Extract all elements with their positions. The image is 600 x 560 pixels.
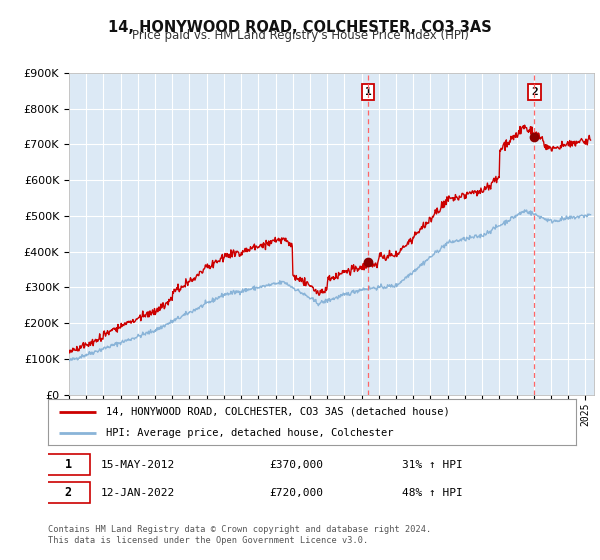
Text: 31% ↑ HPI: 31% ↑ HPI <box>402 460 463 469</box>
Text: 14, HONYWOOD ROAD, COLCHESTER, CO3 3AS: 14, HONYWOOD ROAD, COLCHESTER, CO3 3AS <box>108 20 492 35</box>
Text: £720,000: £720,000 <box>270 488 324 497</box>
FancyBboxPatch shape <box>46 454 90 475</box>
Text: £370,000: £370,000 <box>270 460 324 469</box>
Text: 1: 1 <box>65 458 71 471</box>
Text: Price paid vs. HM Land Registry's House Price Index (HPI): Price paid vs. HM Land Registry's House … <box>131 29 469 42</box>
Text: 14, HONYWOOD ROAD, COLCHESTER, CO3 3AS (detached house): 14, HONYWOOD ROAD, COLCHESTER, CO3 3AS (… <box>106 407 450 417</box>
Text: 2: 2 <box>65 486 71 499</box>
Text: 15-MAY-2012: 15-MAY-2012 <box>101 460 175 469</box>
Text: 1: 1 <box>365 87 371 97</box>
Text: 48% ↑ HPI: 48% ↑ HPI <box>402 488 463 497</box>
Text: 2: 2 <box>531 87 538 97</box>
FancyBboxPatch shape <box>46 482 90 503</box>
Text: 12-JAN-2022: 12-JAN-2022 <box>101 488 175 497</box>
Text: HPI: Average price, detached house, Colchester: HPI: Average price, detached house, Colc… <box>106 428 394 438</box>
Text: Contains HM Land Registry data © Crown copyright and database right 2024.
This d: Contains HM Land Registry data © Crown c… <box>48 525 431 545</box>
